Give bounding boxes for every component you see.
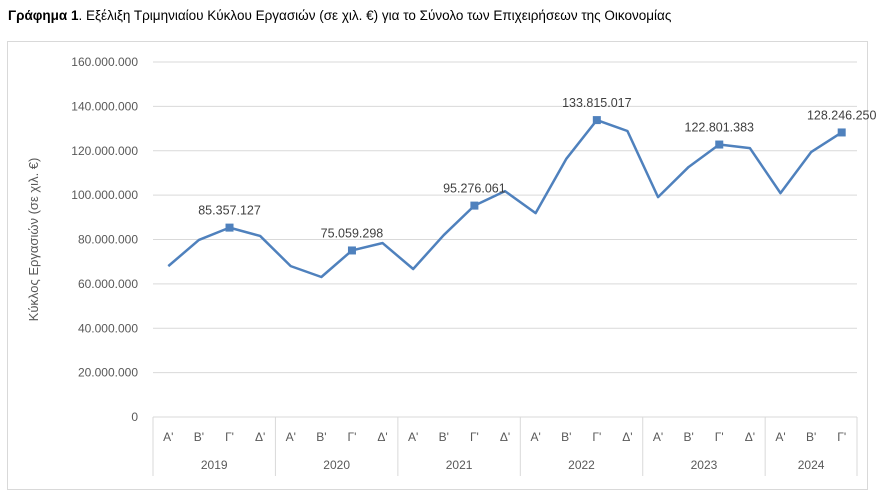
x-tick-label-quarter: Γ' (715, 430, 724, 444)
y-tick-label: 100.000.000 (71, 188, 138, 202)
x-tick-label-year: 2019 (201, 458, 228, 472)
title-text: . Εξέλιξη Τριμηνιαίου Κύκλου Εργασιών (σ… (78, 8, 672, 23)
x-tick-label-quarter: Γ' (348, 430, 357, 444)
data-marker (837, 128, 846, 137)
x-tick-label-quarter: Γ' (837, 430, 846, 444)
x-tick-label-quarter: Β' (684, 430, 694, 444)
data-marker (592, 116, 601, 125)
y-tick-label: 20.000.000 (78, 366, 138, 380)
y-tick-label: 40.000.000 (78, 321, 138, 335)
y-tick-label: 120.000.000 (71, 144, 138, 158)
data-label: 122.801.383 (685, 121, 755, 135)
x-tick-label-quarter: Γ' (225, 430, 234, 444)
chart-title: Γράφημα 1. Εξέλιξη Τριμηνιαίου Κύκλου Ερ… (8, 8, 671, 23)
series-line (167, 118, 843, 279)
x-tick-label-quarter: Α' (653, 430, 663, 444)
y-tick-label: 140.000.000 (71, 99, 138, 113)
x-tick-label-quarter: Α' (775, 430, 785, 444)
title-bold: Γράφημα 1 (8, 8, 79, 23)
data-marker (225, 223, 234, 232)
x-tick-label-year: 2020 (323, 458, 350, 472)
data-label: 75.059.298 (321, 226, 384, 240)
x-tick-label-quarter: Β' (806, 430, 816, 444)
y-tick-label: 60.000.000 (78, 277, 138, 291)
data-label: 85.357.127 (198, 204, 261, 218)
x-tick-label-year: 2022 (568, 458, 595, 472)
x-tick-label-quarter: Δ' (255, 430, 265, 444)
x-tick-label-quarter: Α' (530, 430, 540, 444)
x-tick-label-year: 2023 (691, 458, 718, 472)
y-tick-label: 0 (131, 410, 138, 424)
x-tick-label-quarter: Δ' (745, 430, 755, 444)
x-tick-label-quarter: Β' (194, 430, 204, 444)
x-tick-label-quarter: Α' (408, 430, 418, 444)
x-tick-label-quarter: Β' (561, 430, 571, 444)
y-tick-label: 80.000.000 (78, 233, 138, 247)
data-label: 95.276.061 (443, 182, 506, 196)
x-tick-label-quarter: Δ' (622, 430, 632, 444)
data-marker (470, 201, 479, 210)
x-tick-label-quarter: Γ' (470, 430, 479, 444)
data-marker (347, 246, 356, 255)
x-tick-label-quarter: Γ' (592, 430, 601, 444)
data-marker (715, 140, 724, 149)
x-tick-label-quarter: Α' (286, 430, 296, 444)
x-tick-label-quarter: Δ' (377, 430, 387, 444)
x-tick-label-quarter: Δ' (500, 430, 510, 444)
data-label: 128.246.250 (807, 108, 877, 122)
chart-frame (7, 41, 868, 490)
x-tick-label-year: 2021 (446, 458, 473, 472)
x-tick-label-quarter: Β' (439, 430, 449, 444)
y-axis-label: Κύκλος Εργασιών (σε χιλ. €) (26, 158, 41, 322)
x-tick-label-year: 2024 (798, 458, 825, 472)
x-tick-label-quarter: Α' (163, 430, 173, 444)
y-tick-label: 160.000.000 (71, 55, 138, 69)
data-label: 133.815.017 (562, 96, 632, 110)
x-tick-label-quarter: Β' (316, 430, 326, 444)
